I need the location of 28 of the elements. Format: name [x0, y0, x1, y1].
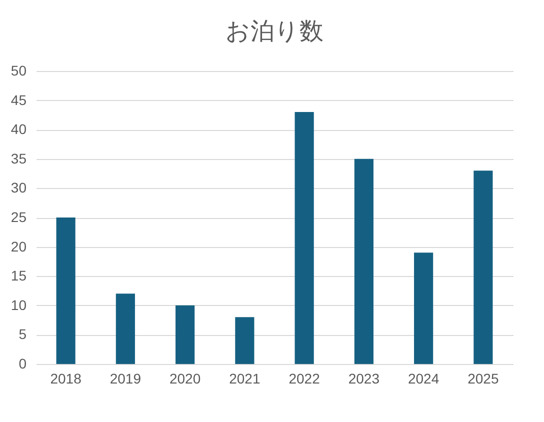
bar: [414, 252, 434, 364]
y-tick-label: 20: [10, 238, 27, 254]
x-tick-label: 2022: [288, 370, 320, 386]
y-tick-label: 0: [18, 356, 27, 372]
y-tick-label: 10: [10, 296, 27, 313]
bar: [354, 158, 374, 364]
y-tick-label: 45: [10, 92, 27, 108]
bar: [294, 112, 314, 364]
y-tick-label: 35: [10, 150, 27, 166]
bar: [116, 294, 135, 364]
y-tick-label: 15: [10, 268, 27, 284]
x-tick-label: 2021: [229, 370, 260, 386]
bar: [56, 218, 76, 364]
x-tick-label: 2020: [169, 370, 201, 386]
x-tick-label: 2025: [468, 370, 499, 386]
bar: [235, 317, 254, 364]
x-tick-label: 2018: [50, 370, 82, 386]
y-tick-label: 5: [18, 326, 27, 342]
y-tick-label: 30: [10, 180, 27, 196]
y-tick-label: 25: [10, 209, 27, 225]
bar: [176, 305, 195, 364]
x-tick-label: 2024: [408, 370, 440, 386]
bar: [474, 170, 493, 364]
y-tick-label: 50: [10, 62, 27, 78]
y-tick-label: 40: [10, 121, 27, 138]
chart-title: お泊り数: [226, 17, 324, 45]
x-tick-label: 2023: [348, 370, 380, 386]
x-tick-label: 2019: [110, 370, 142, 386]
